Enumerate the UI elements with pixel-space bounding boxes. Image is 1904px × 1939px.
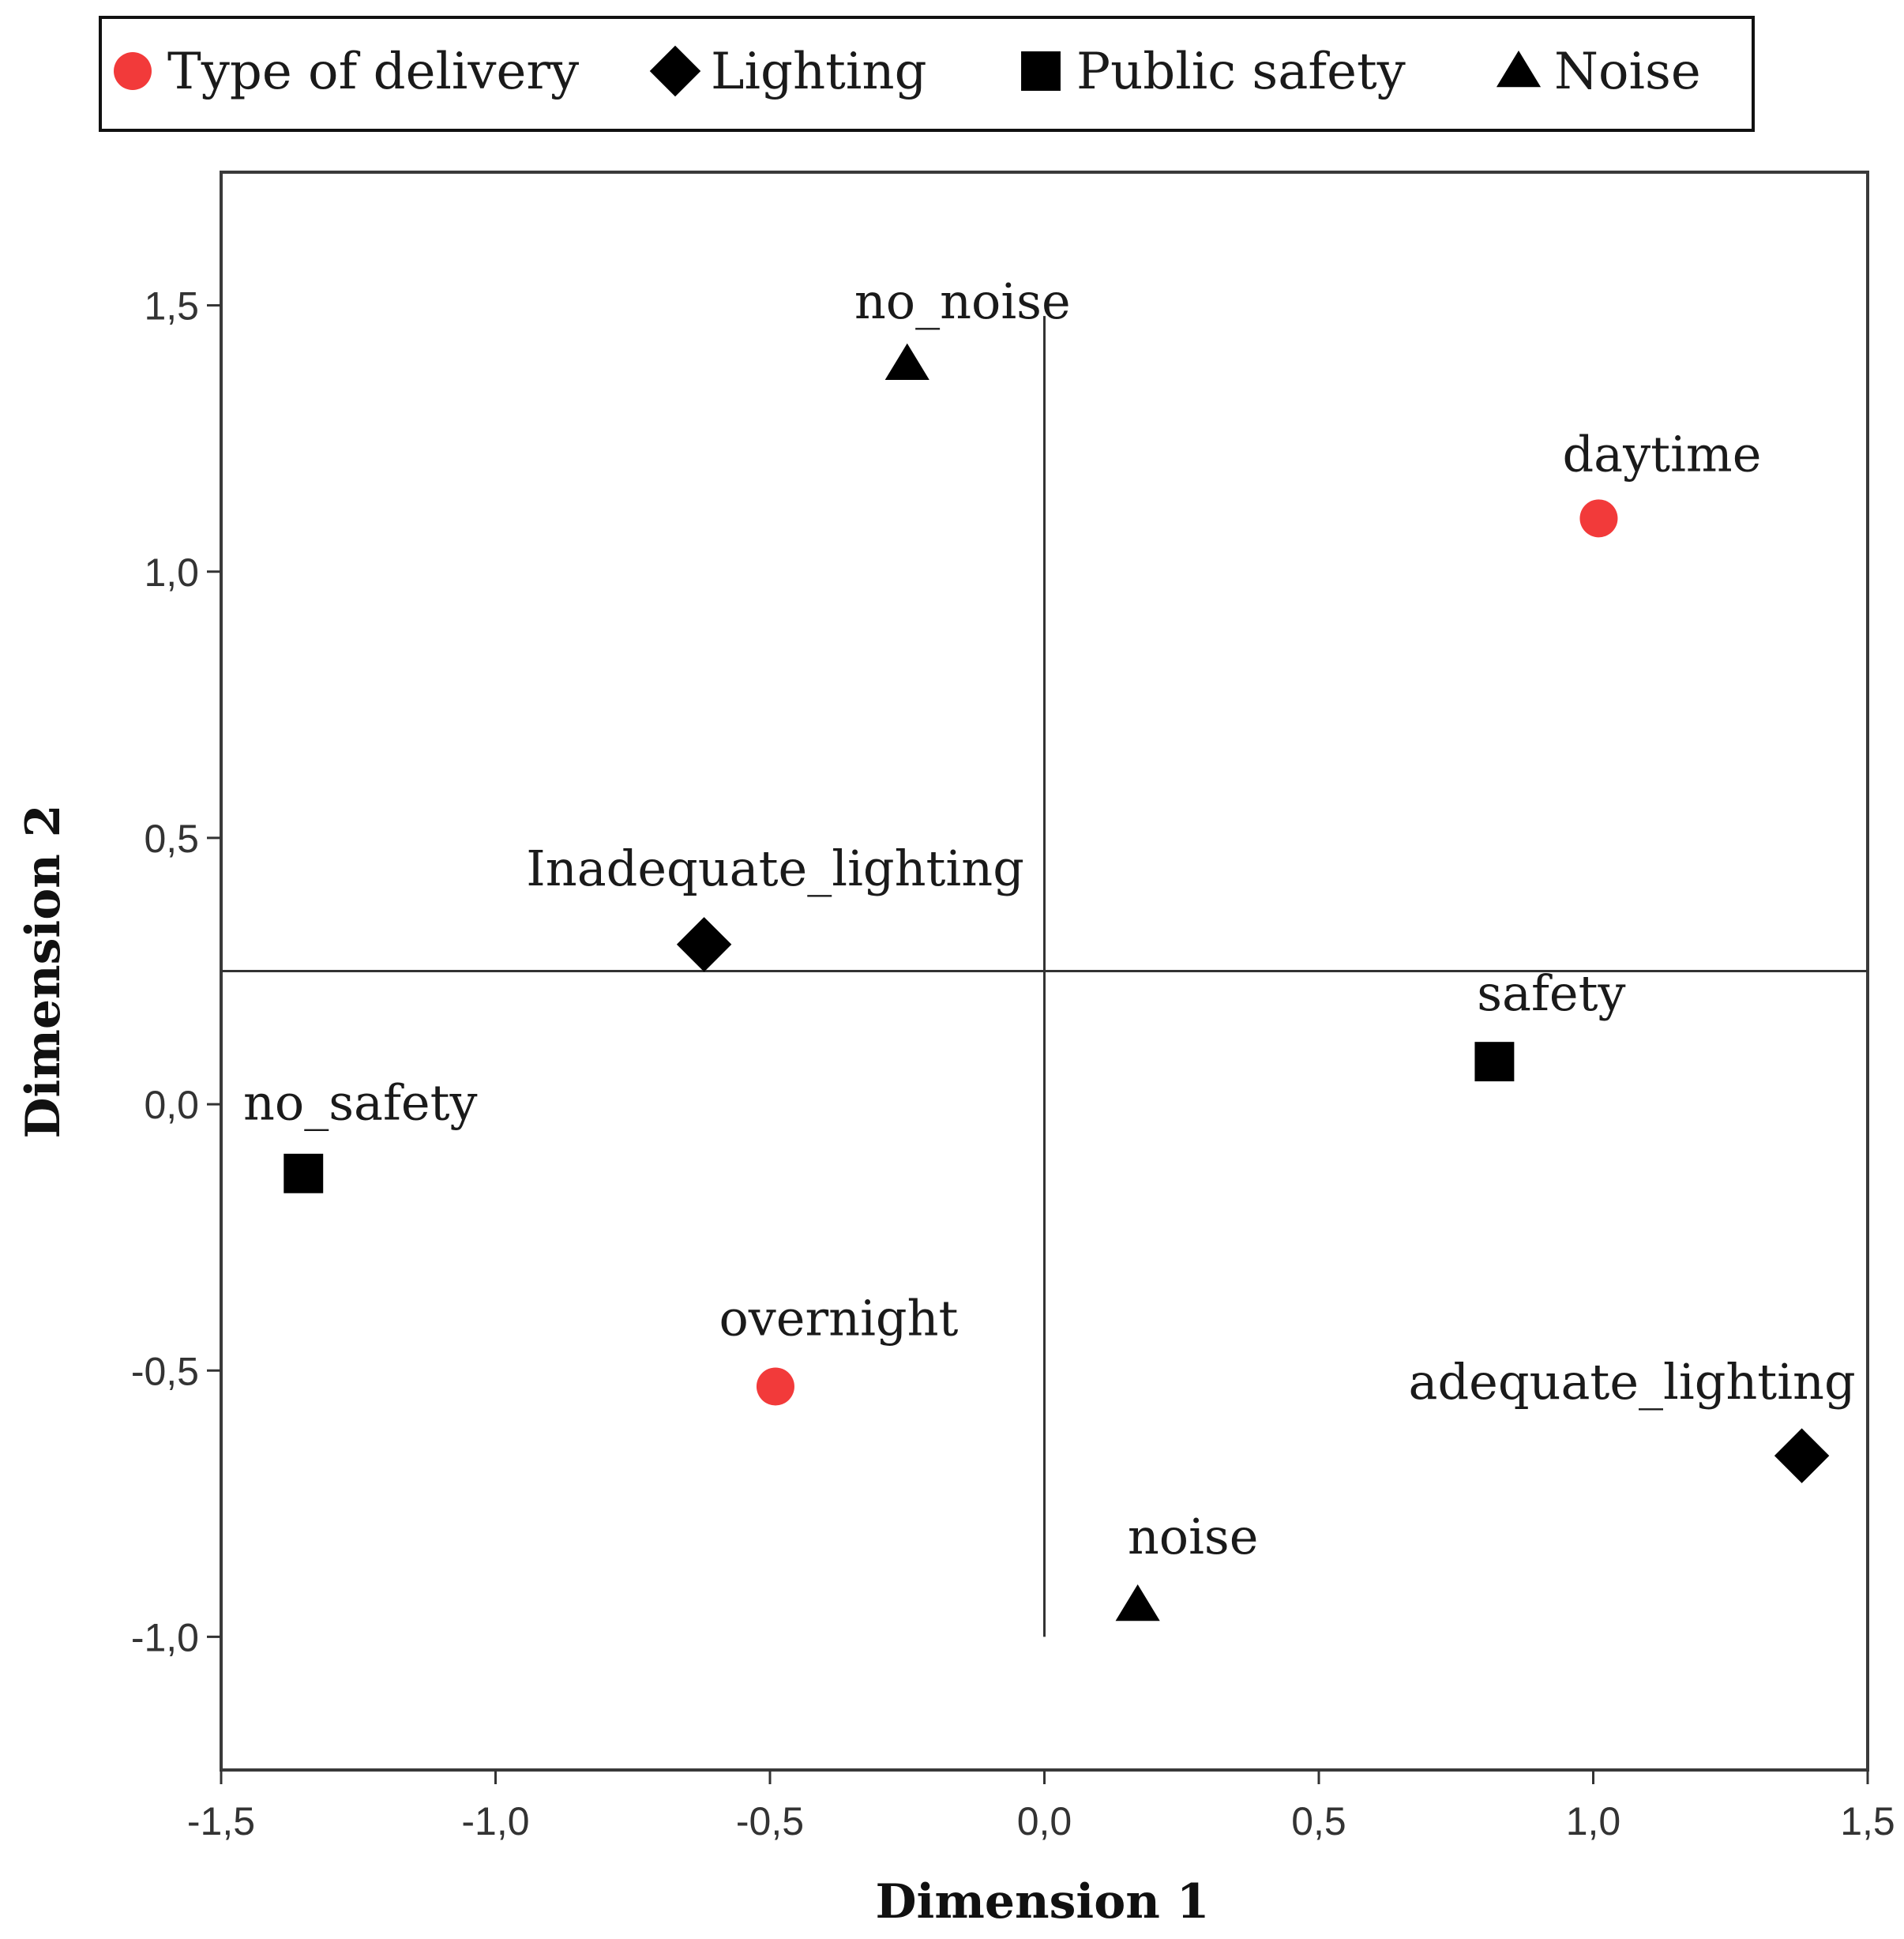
point-labels: daytime overnight Inadequate_lightingadequ… — [243, 272, 1856, 1565]
point-label-inadequate-lighting: Inadequate_lighting — [526, 840, 1024, 897]
legend: Type of delivery Lighting Public safety Noi… — [99, 16, 1755, 132]
y-tick-label: 1,0 — [144, 551, 199, 595]
x-tick-label: 0,0 — [1017, 1799, 1072, 1843]
reference-lines — [221, 316, 1868, 1637]
y-tick-label: -1,0 — [131, 1615, 199, 1659]
y-tick-label: 0,0 — [144, 1083, 199, 1127]
x-tick-label: 1,0 — [1566, 1799, 1621, 1843]
legend-marker-triangle — [1496, 51, 1542, 88]
legend-marker-circle — [114, 52, 152, 90]
point-inadequate-lighting — [676, 917, 732, 972]
point-label-daytime: daytime — [1562, 425, 1761, 483]
point-label-safety: safety — [1477, 964, 1625, 1022]
x-tick-label: 0,5 — [1291, 1799, 1346, 1843]
y-tick-label: 1,5 — [144, 284, 199, 329]
point-overnight — [756, 1367, 794, 1406]
x-tick-label: -1,5 — [187, 1799, 255, 1843]
y-tick-label: -0,5 — [131, 1349, 199, 1393]
x-tick-label: 1,5 — [1840, 1799, 1895, 1843]
legend-marker-diamond — [649, 45, 701, 97]
point-label-no-safety: no_safety — [243, 1074, 478, 1132]
legend-label: Public safety — [1076, 43, 1406, 101]
legend-label: Lighting — [711, 43, 927, 101]
legend-label: Noise — [1554, 43, 1701, 101]
legend-marker-square — [1021, 51, 1061, 91]
point-no-safety — [284, 1153, 324, 1193]
y-tick-label: 0,5 — [144, 817, 199, 861]
point-daytime — [1579, 499, 1618, 538]
point-adequate-lighting — [1774, 1428, 1830, 1483]
point-safety — [1474, 1042, 1515, 1082]
point-no-noise — [884, 343, 929, 381]
data-points — [284, 343, 1830, 1621]
x-tick-label: -0,5 — [736, 1799, 804, 1843]
x-tick-label: -1,0 — [461, 1799, 529, 1843]
y-axis-title: Dimension 2 — [16, 805, 71, 1139]
point-noise — [1115, 1584, 1160, 1621]
point-label-noise: noise — [1128, 1508, 1259, 1565]
point-label-adequate-lighting: adequate_lighting — [1409, 1353, 1856, 1411]
point-label-overnight: overnight — [719, 1289, 958, 1347]
legend-box — [99, 16, 1755, 132]
x-axis-title: Dimension 1 — [876, 1874, 1210, 1930]
axis-ticks: -1,5 -1,0 -0,5 0,0 0,5 1,0 1,5 -1,0 -0,5 0,0 0,5 1,… — [131, 284, 1895, 1843]
point-label-no-noise: no_noise — [854, 272, 1071, 330]
legend-label: Type of delivery — [167, 43, 579, 101]
